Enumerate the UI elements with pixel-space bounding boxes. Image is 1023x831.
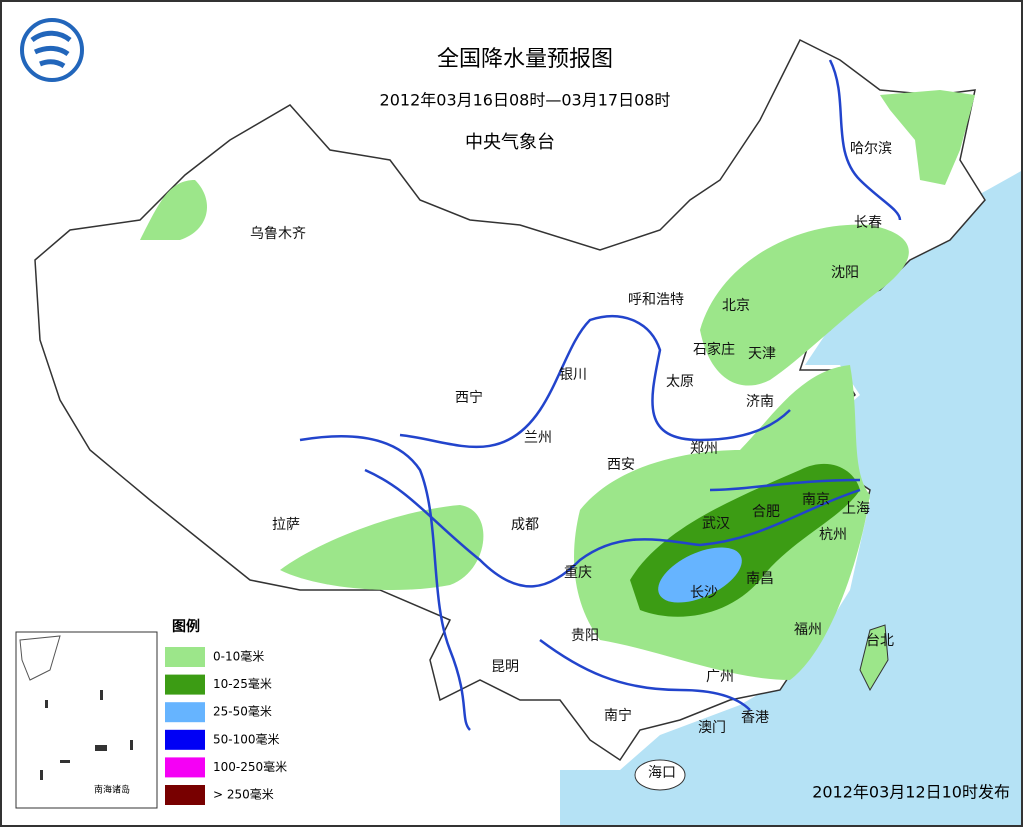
legend-label: 10-25毫米 [213,676,272,691]
inset-label: 南海诸岛 [94,784,130,796]
river [709,478,861,492]
city-label: 郑州 [690,441,718,457]
logo [20,18,84,82]
logo-mark [30,30,72,69]
title: 全国降水量预报图 [437,47,613,72]
river [828,59,902,221]
river [364,468,861,588]
river [399,315,791,449]
city-label: 合肥 [752,504,780,520]
city-label: 香港 [741,710,769,726]
city-label: 澳门 [698,720,726,736]
city-label: 广州 [706,669,734,685]
legend-swatch [165,785,205,805]
city-label: 呼和浩特 [628,292,684,308]
inset-islands [40,690,133,780]
city-label: 重庆 [564,565,592,581]
city-label: 南昌 [746,571,774,587]
river [299,435,471,731]
river [539,638,751,711]
legend-swatch [165,729,205,750]
legend-label: 100-250毫米 [213,759,287,774]
city-label: 上海 [842,501,870,517]
legend-title: 图例 [172,618,200,635]
city-label: 杭州 [819,527,847,543]
city-label: 昆明 [491,659,519,675]
city-label: 兰州 [524,430,552,446]
city-label: 拉萨 [272,517,300,533]
legend-label: > 250毫米 [213,787,274,802]
legend: 图例 0-10毫米 10-25毫米 25-50毫米 50-100毫米 100-250毫米… [158,614,298,808]
city-label: 济南 [746,394,774,410]
inset-coast [19,635,61,681]
city-label: 石家庄 [693,341,735,358]
city-label: 南京 [802,492,830,508]
city-label: 武汉 [702,516,730,532]
subtitle: 2012年03月16日08时—03月17日08时 [380,91,671,110]
city-label: 乌鲁木齐 [250,226,306,242]
legend-swatch [165,674,205,695]
legend-swatch [165,647,205,667]
legend-label: 25-50毫米 [213,704,272,719]
sea [560,170,1023,827]
issue-date: 2012年03月12日10时发布 [812,783,1010,802]
city-label: 福州 [794,622,822,638]
city-label: 北京 [722,298,750,314]
legend-label: 50-100毫米 [213,731,280,746]
rain-area [880,90,975,185]
legend-swatch [165,757,205,778]
city-label: 银川 [559,367,587,383]
city-label: 西宁 [455,389,483,406]
hainan [634,759,686,791]
city-label: 成都 [511,517,539,533]
taiwan [859,624,889,692]
issuer: 中央气象台 [465,132,555,153]
city-label: 西安 [607,457,635,473]
city-label: 天津 [748,346,776,362]
rivers [299,59,902,731]
city-label: 长春 [854,215,882,231]
rain-area [140,180,207,240]
city-label: 台北 [866,633,894,649]
city-label: 沈阳 [831,265,859,281]
rain-area [700,224,909,386]
rain-area [658,547,742,603]
city-label: 海口 [648,765,676,781]
city-label: 太原 [666,374,694,390]
city-label: 哈尔滨 [850,141,892,157]
city-label: 贵阳 [571,628,599,644]
city-label: 南宁 [604,707,632,724]
legend-label: 0-10毫米 [213,649,264,664]
city-label: 长沙 [690,585,718,601]
legend-swatch [165,702,205,723]
rain-areas [140,90,975,680]
